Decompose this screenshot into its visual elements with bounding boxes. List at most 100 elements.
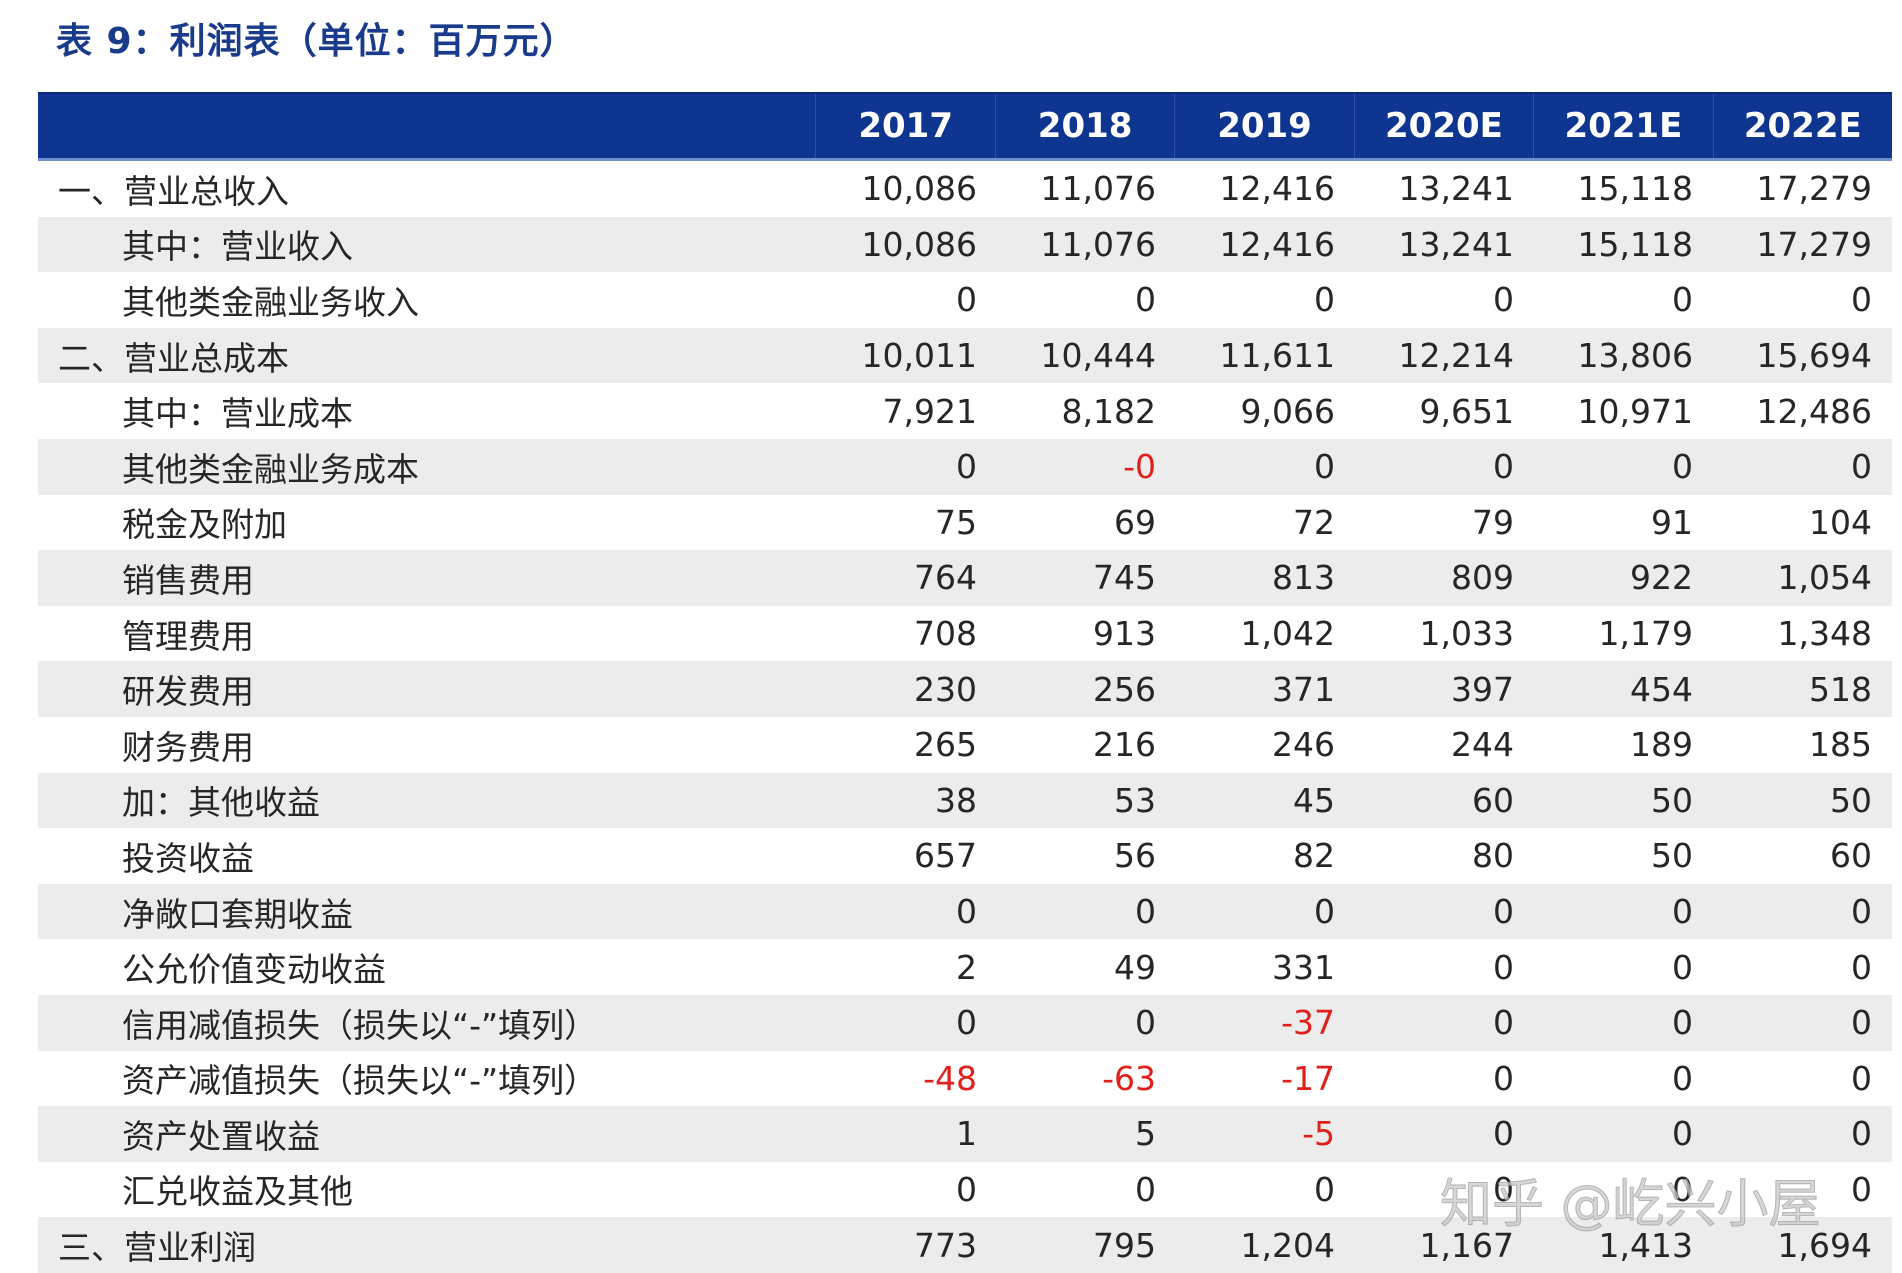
cell-value: 1,167 (1419, 1225, 1514, 1265)
cell-value: 745 (1093, 558, 1156, 598)
cell-value: 0 (1672, 1003, 1693, 1043)
cell-value: 11,076 (1040, 169, 1156, 209)
cell-value: 79 (1472, 502, 1514, 542)
cell-value: 60 (1830, 836, 1872, 876)
table-row: 销售费用 764 745 813 809 922 1,054 (38, 550, 1892, 606)
cell-value: 0 (1493, 447, 1514, 487)
table-title: 表 9：利润表（单位：百万元） (56, 21, 577, 62)
cell-value: 0 (1314, 1169, 1335, 1209)
table-row: 研发费用 230 256 371 397 454 518 (38, 661, 1892, 717)
cell-value: 0 (1672, 1058, 1693, 1098)
cell-value: 185 (1809, 725, 1872, 765)
table-row: 三、营业利润 773 795 1,204 1,167 1,413 1,694 (38, 1217, 1892, 1273)
cell-value: 91 (1651, 502, 1693, 542)
row-label: 公允价值变动收益 (122, 950, 386, 990)
cell-value: 0 (1493, 1058, 1514, 1098)
cell-value: 0 (956, 892, 977, 932)
table-row: 其他类金融业务成本 0 -0 0 0 0 0 (38, 438, 1892, 495)
cell-value: 0 (1672, 1169, 1693, 1209)
cell-value: 0 (1851, 1169, 1872, 1209)
cell-value: 246 (1272, 725, 1335, 765)
row-label: 三、营业利润 (58, 1228, 256, 1268)
row-label: 管理费用 (122, 616, 254, 656)
cell-value: 80 (1472, 836, 1514, 876)
table-row: 投资收益 657 56 82 80 50 60 (38, 828, 1892, 884)
row-label: 汇兑收益及其他 (122, 1172, 353, 1212)
cell-value: 15,118 (1577, 169, 1693, 209)
cell-value: 38 (935, 780, 977, 820)
cell-value: 11,611 (1219, 336, 1335, 376)
cell-value: 9,651 (1419, 391, 1514, 431)
cell-value: 15,118 (1577, 224, 1693, 264)
row-label: 加：其他收益 (122, 783, 320, 823)
row-label: 销售费用 (122, 560, 254, 600)
cell-value: 10,086 (861, 224, 977, 264)
cell-value: 1,348 (1777, 614, 1872, 654)
row-label: 净敞口套期收益 (122, 894, 353, 934)
cell-value: 9,066 (1240, 391, 1335, 431)
table-row: 信用减值损失（损失以“-”填列） 0 0 -37 0 0 0 (38, 994, 1892, 1051)
row-label: 资产处置收益 (122, 1116, 320, 1156)
table-row: 二、营业总成本 10,011 10,444 11,611 12,214 13,806 15,… (38, 327, 1892, 384)
cell-value: 60 (1472, 780, 1514, 820)
cell-value: 0 (1493, 280, 1514, 320)
cell-value: 244 (1451, 725, 1514, 765)
cell-value: 0 (1851, 1058, 1872, 1098)
table-row: 财务费用 265 216 246 244 189 185 (38, 717, 1892, 773)
header-year-2022e: 2022E (1712, 94, 1892, 158)
table-row: 资产减值损失（损失以“-”填列） -48 -63 -17 0 0 0 (38, 1051, 1892, 1107)
cell-value: 0 (956, 1169, 977, 1209)
cell-value: 454 (1630, 669, 1693, 709)
header-underline (38, 158, 1892, 161)
cell-value: 1,179 (1598, 614, 1693, 654)
table-header-row: 2017 2018 2019 2020E 2021E 2022E (38, 92, 1892, 158)
cell-value: 69 (1114, 502, 1156, 542)
cell-value: 72 (1293, 502, 1335, 542)
cell-value: 1 (956, 1114, 977, 1154)
cell-value: 1,042 (1240, 614, 1335, 654)
cell-value: 45 (1293, 780, 1335, 820)
cell-value: -5 (1302, 1114, 1335, 1154)
cell-value: 809 (1451, 558, 1514, 598)
cell-value: 230 (914, 669, 977, 709)
income-statement-table: 2017 2018 2019 2020E 2021E 2022E 一、营业总收入… (38, 92, 1892, 1273)
cell-value: 708 (914, 614, 977, 654)
table-body: 一、营业总收入 10,086 11,076 12,416 13,241 15,118 17,… (38, 161, 1892, 1273)
cell-value: 913 (1093, 614, 1156, 654)
cell-value: 12,416 (1219, 169, 1335, 209)
cell-value: -48 (923, 1058, 977, 1098)
cell-value: 0 (1493, 892, 1514, 932)
cell-value: 10,444 (1040, 336, 1156, 376)
cell-value: 11,076 (1040, 224, 1156, 264)
row-label: 其中：营业收入 (122, 227, 353, 267)
cell-value: 104 (1809, 502, 1872, 542)
table-row: 其中：营业收入 10,086 11,076 12,416 13,241 15,118 17,… (38, 216, 1892, 273)
table-row: 其他类金融业务收入 0 0 0 0 0 0 (38, 272, 1892, 328)
cell-value: 1,033 (1419, 614, 1514, 654)
cell-value: 50 (1651, 780, 1693, 820)
cell-value: 82 (1293, 836, 1335, 876)
cell-value: 0 (1314, 892, 1335, 932)
cell-value: 13,806 (1577, 336, 1693, 376)
row-label: 一、营业总收入 (58, 171, 289, 211)
cell-value: 0 (956, 447, 977, 487)
cell-value: 17,279 (1756, 224, 1872, 264)
header-year-2020e: 2020E (1353, 94, 1533, 158)
row-label: 研发费用 (122, 672, 254, 712)
cell-value: -17 (1281, 1058, 1335, 1098)
cell-value: 15,694 (1756, 336, 1872, 376)
cell-value: 0 (1135, 280, 1156, 320)
cell-value: 371 (1272, 669, 1335, 709)
cell-value: 50 (1830, 780, 1872, 820)
cell-value: 331 (1272, 947, 1335, 987)
cell-value: 10,971 (1577, 391, 1693, 431)
cell-value: 10,011 (861, 336, 977, 376)
cell-value: 5 (1135, 1114, 1156, 1154)
cell-value: 216 (1093, 725, 1156, 765)
cell-value: 0 (1135, 892, 1156, 932)
cell-value: 256 (1093, 669, 1156, 709)
cell-value: 7,921 (882, 391, 977, 431)
cell-value: 0 (1672, 280, 1693, 320)
cell-value: 12,214 (1398, 336, 1514, 376)
cell-value: 189 (1630, 725, 1693, 765)
